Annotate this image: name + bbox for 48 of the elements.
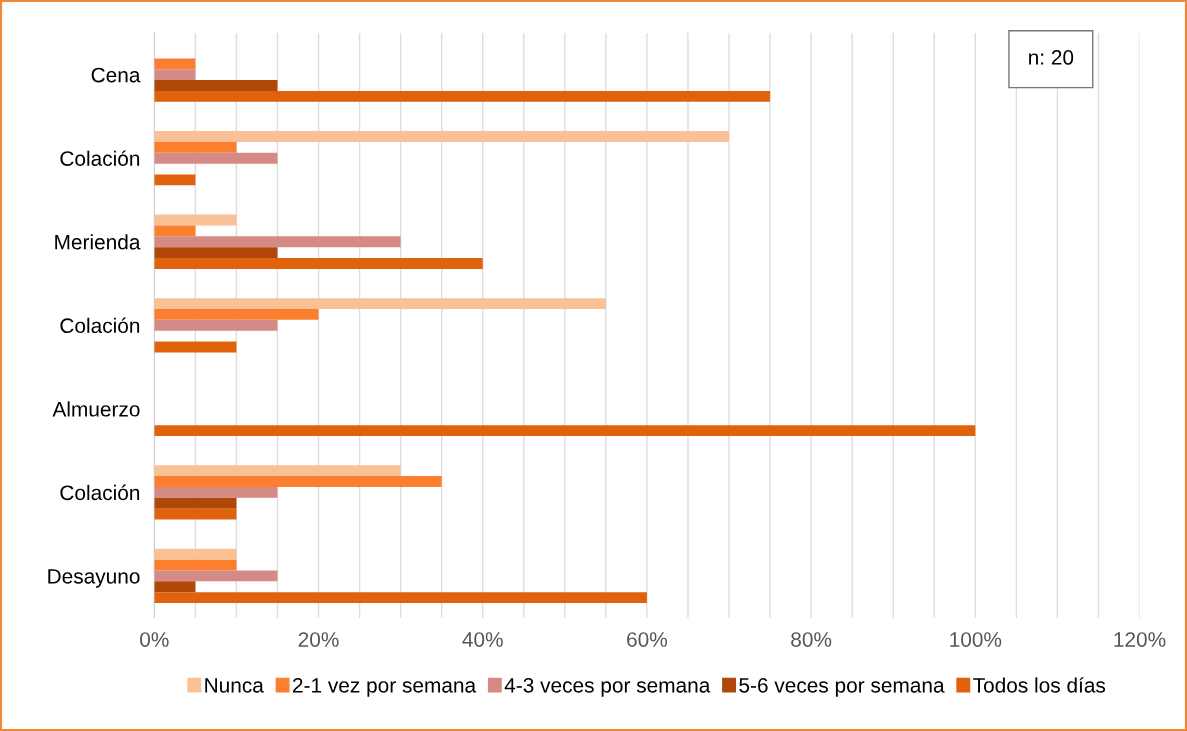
y-tick-label: Colación: [60, 484, 140, 501]
bar: [154, 476, 442, 487]
x-tick-label: 0%: [140, 632, 169, 647]
bar: [154, 559, 237, 571]
bar: [154, 131, 730, 142]
y-tick-label: Desayuno: [48, 569, 140, 588]
y-tick-label: Colación: [60, 150, 140, 166]
bar: [154, 497, 237, 509]
bar: [154, 90, 771, 102]
y-tick-label: Colación: [60, 317, 140, 334]
bar: [154, 309, 319, 320]
x-tick-label: 100%: [950, 632, 1002, 647]
bar: [154, 69, 196, 81]
bar: [154, 174, 196, 186]
bar: [154, 258, 483, 269]
y-tick-label: Cena: [91, 67, 141, 83]
x-tick-label: 40%: [462, 632, 503, 647]
bar: [154, 581, 196, 593]
legend-label: 2-1 vez por semana: [293, 677, 477, 697]
bar: [154, 548, 237, 560]
bar: [154, 298, 606, 309]
legend-label: Nunca: [205, 678, 264, 693]
annotation: n: 20: [1029, 50, 1074, 65]
bar: [154, 592, 647, 604]
bar: [154, 508, 237, 520]
bar: [154, 214, 237, 226]
bar: [154, 236, 401, 248]
x-tick-label: 20%: [298, 632, 339, 647]
bar: [154, 425, 976, 436]
legend-label: 5-6 veces por semana: [739, 677, 945, 697]
y-tick-label: Almuerzo: [52, 401, 140, 417]
bar: [154, 80, 278, 91]
bar: [154, 570, 278, 582]
bar: [154, 152, 278, 164]
bar: [154, 141, 237, 153]
x-tick-label: 120%: [1114, 632, 1166, 647]
bar: [154, 58, 196, 70]
x-tick-label: 60%: [627, 632, 668, 647]
bar: [154, 486, 278, 498]
legend-label: Todos los días: [973, 677, 1106, 693]
y-tick-label: Merienda: [55, 234, 141, 250]
legend-label: 4-3 veces por semana: [504, 677, 711, 697]
x-tick-label: 80%: [791, 632, 832, 647]
bar: [154, 319, 278, 331]
bar: [154, 247, 278, 259]
bar: [154, 225, 196, 237]
bar: [154, 341, 237, 353]
bar: [154, 465, 401, 477]
